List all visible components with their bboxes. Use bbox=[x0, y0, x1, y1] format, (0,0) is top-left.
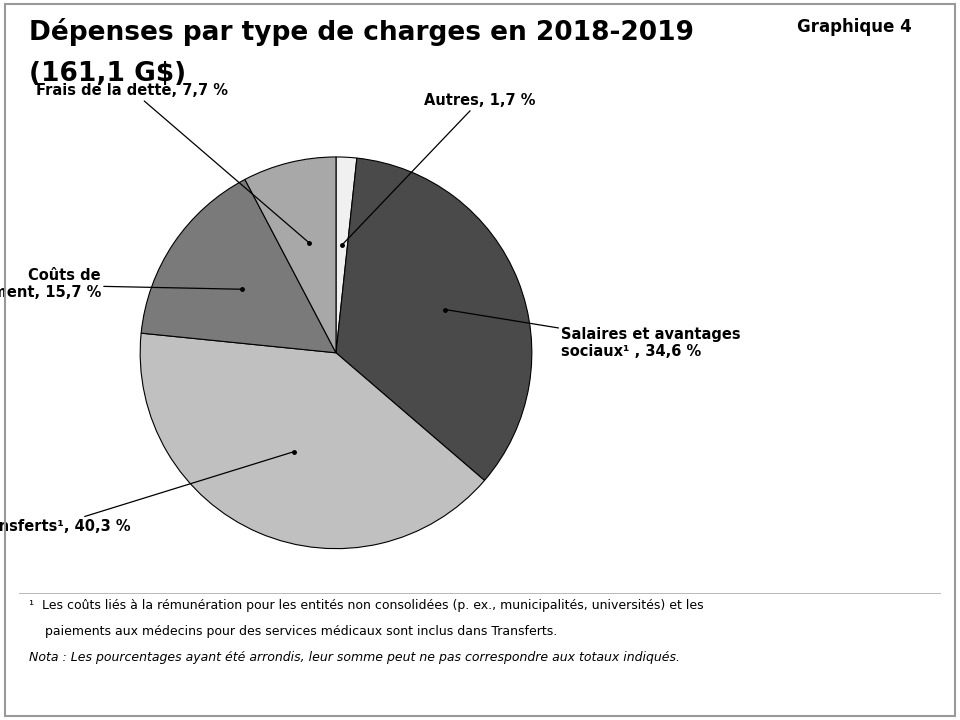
Text: Salaires et avantages
sociaux¹ , 34,6 %: Salaires et avantages sociaux¹ , 34,6 % bbox=[445, 310, 741, 359]
Wedge shape bbox=[336, 157, 357, 353]
Wedge shape bbox=[141, 179, 336, 353]
Wedge shape bbox=[140, 333, 485, 549]
Text: paiements aux médecins pour des services médicaux sont inclus dans Transferts.: paiements aux médecins pour des services… bbox=[29, 625, 557, 638]
Text: Dépenses par type de charges en 2018-2019: Dépenses par type de charges en 2018-201… bbox=[29, 18, 694, 46]
Text: Graphique 4: Graphique 4 bbox=[797, 18, 912, 36]
Text: Frais de la dette, 7,7 %: Frais de la dette, 7,7 % bbox=[36, 84, 309, 243]
Wedge shape bbox=[336, 158, 532, 480]
Text: Coûts de
fonctionnement, 15,7 %: Coûts de fonctionnement, 15,7 % bbox=[0, 268, 242, 300]
Text: Autres, 1,7 %: Autres, 1,7 % bbox=[342, 93, 536, 246]
Text: Nota : Les pourcentages ayant été arrondis, leur somme peut ne pas correspondre : Nota : Les pourcentages ayant été arrond… bbox=[29, 651, 680, 664]
Text: Transferts¹, 40,3 %: Transferts¹, 40,3 % bbox=[0, 451, 294, 534]
Wedge shape bbox=[245, 157, 336, 353]
Text: ¹  Les coûts liés à la rémunération pour les entités non consolidées (p. ex., mu: ¹ Les coûts liés à la rémunération pour … bbox=[29, 599, 704, 612]
Text: (161,1 G$): (161,1 G$) bbox=[29, 61, 186, 87]
